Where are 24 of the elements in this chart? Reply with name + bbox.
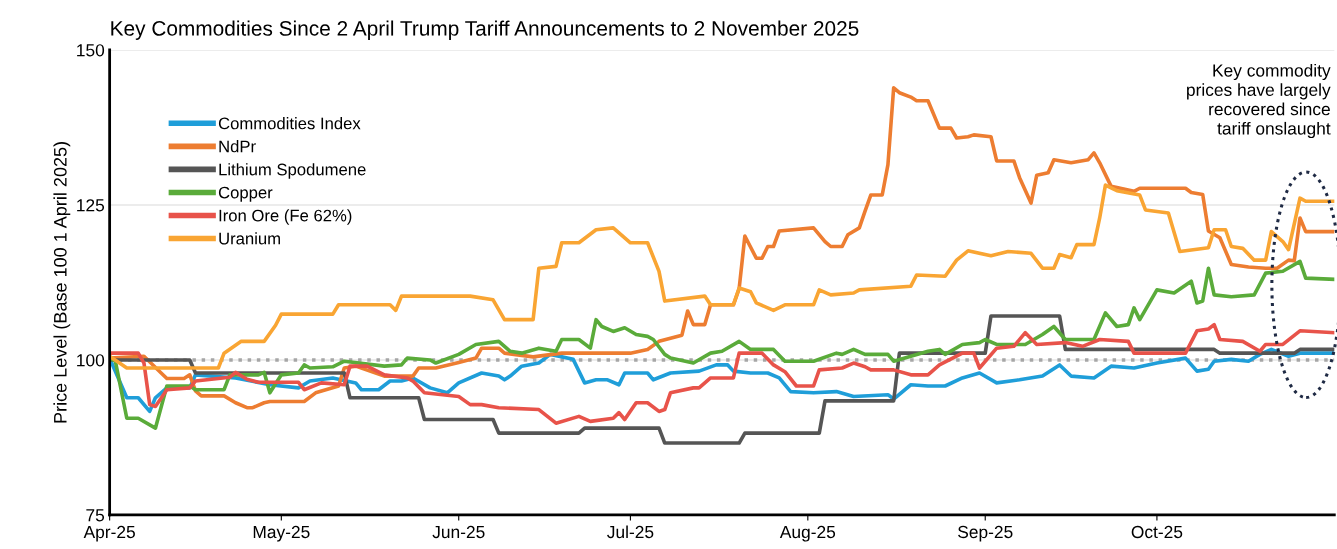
line-series bbox=[109, 314, 1335, 445]
x-tick-label: Jun-25 bbox=[432, 525, 485, 539]
line-series bbox=[109, 183, 1335, 370]
x-tick-label: Sep-25 bbox=[958, 525, 1013, 542]
line-series bbox=[109, 322, 1335, 426]
legend-label: Commodities Index bbox=[218, 117, 361, 130]
y-tick-label: 125 bbox=[77, 199, 105, 212]
line-series bbox=[109, 259, 1335, 430]
annotation: Key commodity prices have largely recovered since tariff onslaught bbox=[1187, 63, 1331, 139]
legend-label: Lithium Spodumene bbox=[219, 163, 366, 179]
x-tick-label: Jul-25 bbox=[607, 525, 654, 539]
legend-label: Iron Ore (Fe 62%) bbox=[219, 209, 352, 225]
legend-label: Copper bbox=[218, 186, 273, 202]
chart-title: Key Commodities Since 2 April Trump Tariff Announcements to 2 November 2025 bbox=[111, 20, 859, 40]
y-tick-label: 75 bbox=[86, 509, 105, 522]
x-tick-label: May-25 bbox=[253, 525, 310, 542]
x-tick-label: Aug-25 bbox=[779, 525, 836, 542]
y-tick-label: 100 bbox=[77, 354, 105, 367]
legend-label: Uranium bbox=[219, 232, 280, 245]
y-axis-title: Price Level (Base 100 1 April 2025) bbox=[53, 142, 71, 423]
y-tick-label: 150 bbox=[77, 44, 105, 57]
legend-label: NdPr bbox=[219, 140, 256, 153]
x-tick-label: Apr-25 bbox=[83, 525, 135, 542]
x-tick-label: Oct-25 bbox=[1131, 525, 1183, 539]
